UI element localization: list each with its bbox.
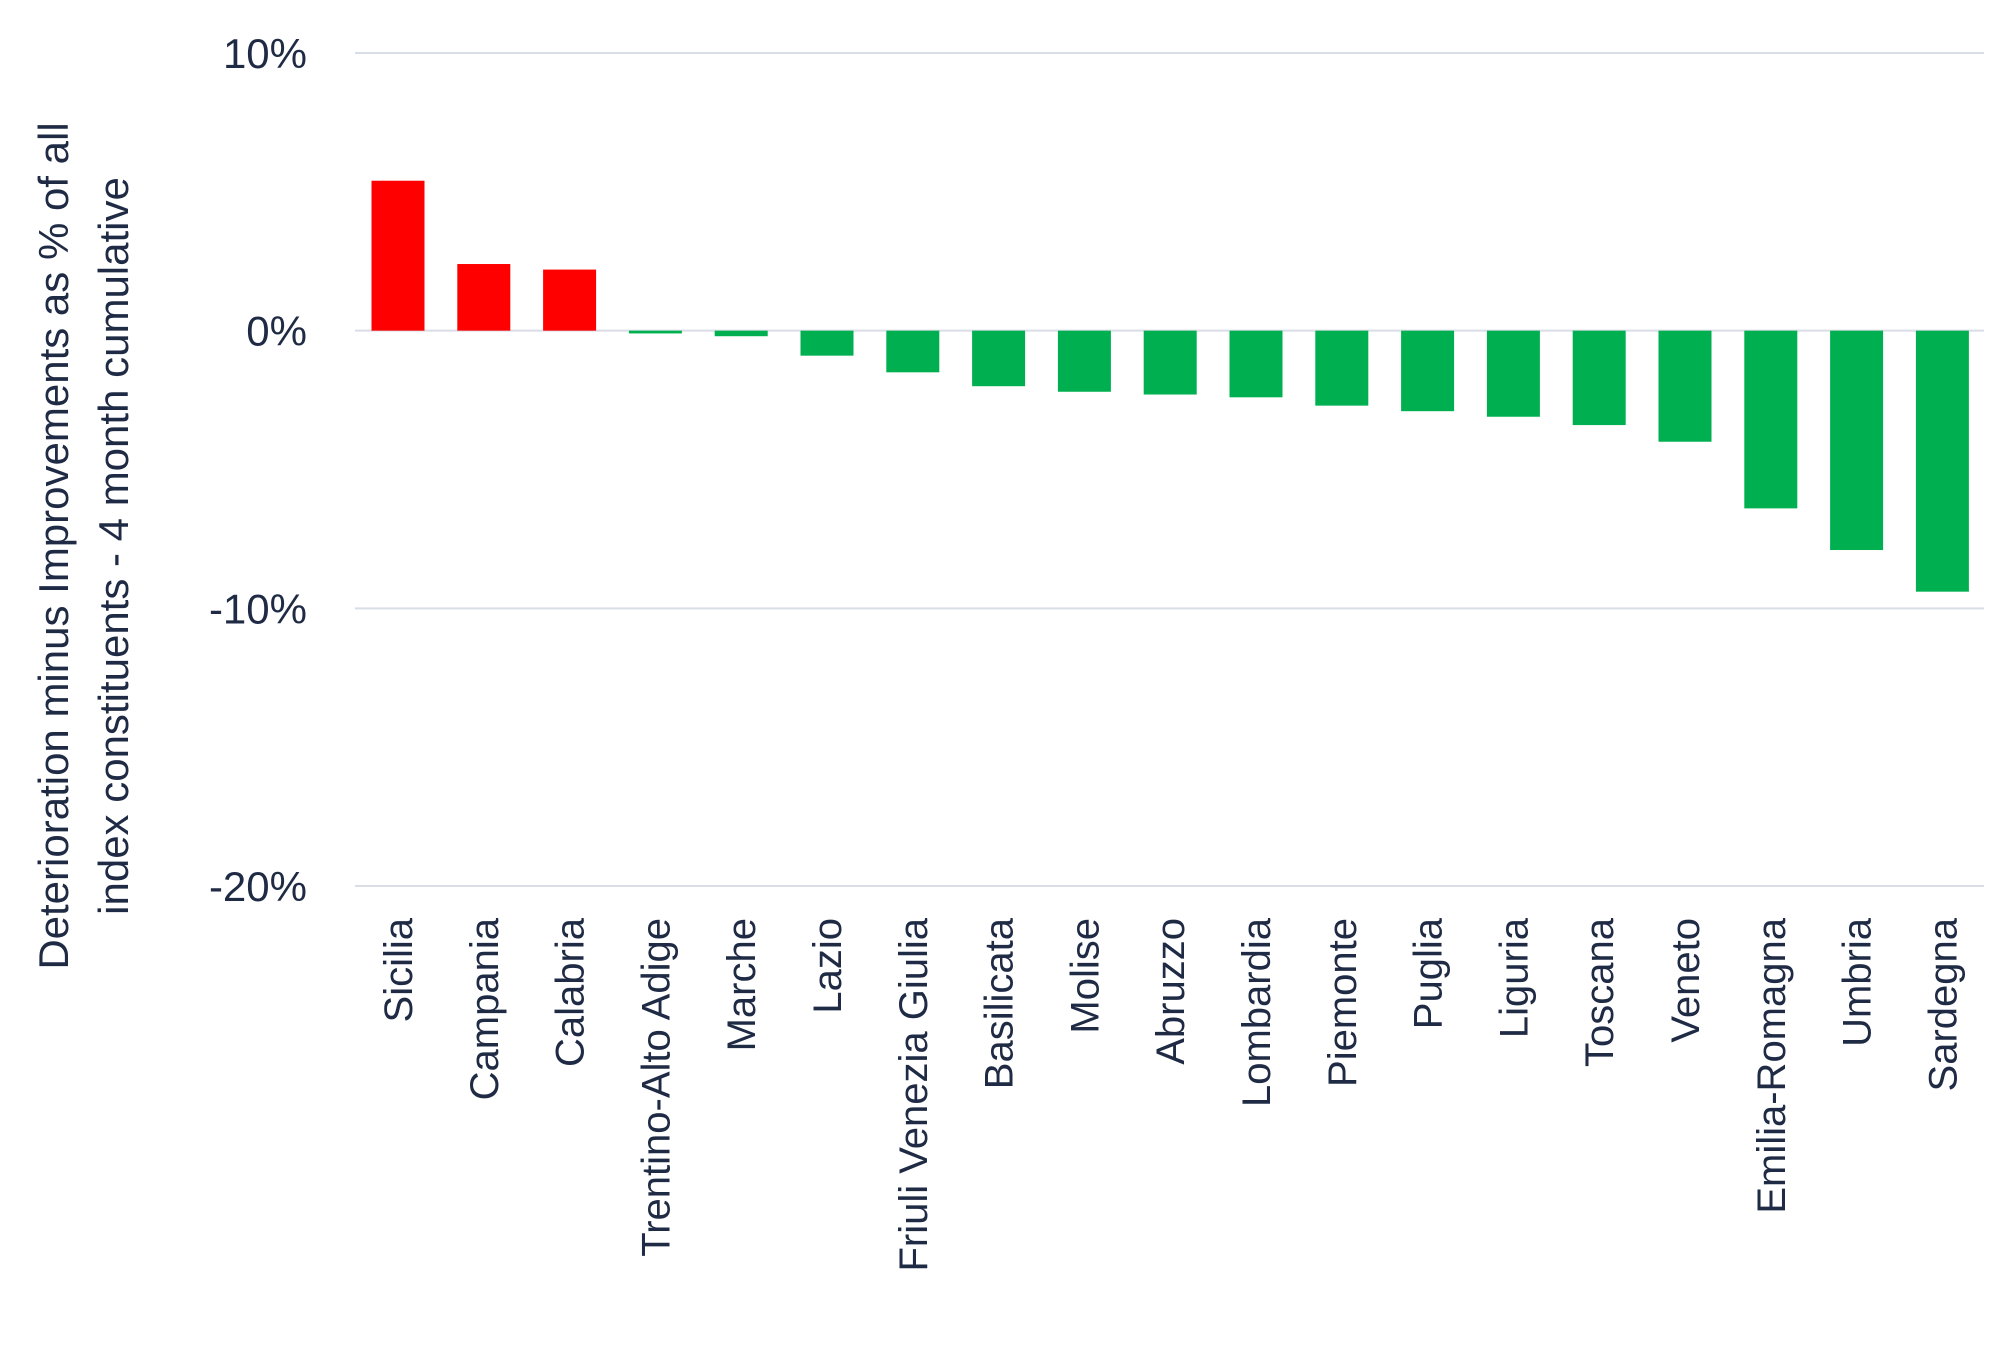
y-tick-label: -10%	[209, 585, 307, 632]
category-label-toscana: Toscana	[1578, 917, 1622, 1067]
category-labels: Sicilia Campania Calabria Trentino-Alto Adi…	[377, 917, 1965, 1271]
bar-veneto	[1658, 330, 1712, 442]
bar-piemonte	[1315, 330, 1369, 406]
category-label-liguria: Liguria	[1492, 917, 1536, 1038]
category-label-lombardia: Lombardia	[1235, 917, 1279, 1107]
category-label-trentino-alto-adige: Trentino-Alto Adige	[634, 918, 678, 1257]
bar-trentino-alto-adige	[628, 330, 682, 334]
bar-toscana	[1572, 330, 1626, 426]
bar-lazio	[800, 330, 854, 356]
category-label-calabria: Calabria	[549, 917, 593, 1067]
category-label-veneto: Veneto	[1664, 918, 1708, 1043]
category-label-marche: Marche	[720, 918, 764, 1051]
bar-sicilia	[371, 180, 425, 331]
y-tick-label: -20%	[209, 863, 307, 910]
category-label-lazio: Lazio	[806, 918, 850, 1014]
category-label-campania: Campania	[463, 917, 507, 1100]
bar-emilia-romagna	[1744, 330, 1798, 509]
bar-campania	[457, 264, 511, 331]
bar-basilicata	[972, 330, 1026, 387]
bar-liguria	[1486, 330, 1540, 417]
y-axis-title-line-2: index constituents - 4 month cumulative	[90, 177, 137, 915]
bars	[371, 180, 1969, 592]
bar-umbria	[1830, 330, 1884, 551]
y-axis-title: Deterioration minus Improvements as % of…	[30, 122, 137, 969]
bar-lombardia	[1229, 330, 1283, 398]
y-tick-labels: 10% 0% -10% -20%	[209, 30, 307, 910]
category-label-umbria: Umbria	[1836, 917, 1880, 1047]
category-label-friuli-venezia-giulia: Friuli Venezia Giulia	[892, 917, 936, 1271]
category-label-sicilia: Sicilia	[377, 917, 421, 1022]
category-label-emilia-romagna: Emilia-Romagna	[1750, 917, 1794, 1213]
gridlines	[355, 52, 1984, 887]
category-label-piemonte: Piemonte	[1321, 918, 1365, 1087]
category-label-puglia: Puglia	[1407, 917, 1451, 1029]
bar-marche	[714, 330, 768, 337]
y-axis-title-line-1: Deterioration minus Improvements as % of…	[30, 122, 77, 969]
category-label-basilicata: Basilicata	[978, 917, 1022, 1089]
bar-sardegna	[1915, 330, 1969, 592]
bar-molise	[1057, 330, 1111, 392]
category-label-sardegna: Sardegna	[1921, 917, 1965, 1091]
bar-puglia	[1401, 330, 1455, 412]
category-label-molise: Molise	[1063, 918, 1107, 1034]
bar-calabria	[543, 269, 597, 331]
bar-abruzzo	[1143, 330, 1197, 395]
y-tick-label: 0%	[246, 308, 307, 355]
y-tick-label: 10%	[223, 30, 307, 77]
category-label-abruzzo: Abruzzo	[1149, 918, 1193, 1065]
bar-friuli-venezia-giulia	[886, 330, 940, 373]
